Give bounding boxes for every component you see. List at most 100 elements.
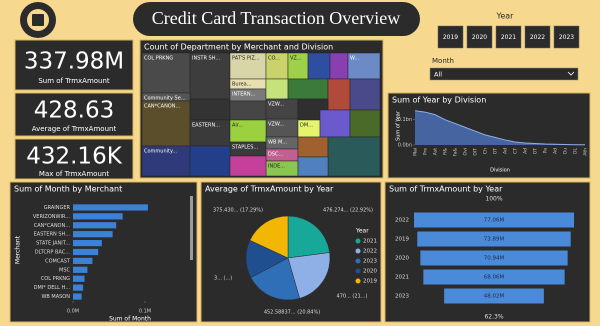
year-button[interactable] [466,25,493,49]
treemap-tile[interactable] [189,52,231,100]
data-label: 3... (...) [214,276,232,282]
treemap-tile[interactable] [297,156,329,177]
month-selected[interactable]: All [434,71,442,79]
pie-slice[interactable] [250,257,300,301]
legend-swatch[interactable] [355,268,361,274]
chart-title: Sum of TrmxAmount by Year [389,185,503,194]
year-option[interactable]: 2023 [559,34,574,41]
bar[interactable] [73,248,99,256]
legend-label[interactable]: 2021 [363,239,377,245]
category-label: 2019 [395,237,409,243]
pie-slice[interactable] [287,252,331,299]
month-dropdown[interactable] [429,67,579,81]
pie-slice[interactable] [249,215,289,259]
treemap-tile[interactable] [327,136,381,177]
year-button[interactable] [524,25,551,49]
treemap-tile[interactable] [297,136,329,158]
treemap-tile[interactable] [189,145,231,177]
chart-title: Average of TrmxAmount by Year [205,185,334,194]
y-tick-label: EASTERN SH... [34,232,71,238]
x-tick-label: OT [533,148,539,155]
year-option[interactable]: 2019 [443,34,458,41]
kpi-card [14,138,134,180]
treemap-tile[interactable] [229,155,267,177]
year-button[interactable] [437,25,464,49]
x-tick-label: Pa [543,148,549,154]
x-tick-label: OIT [473,148,479,156]
treemap-label: VZW... [268,122,284,128]
treemap-tile[interactable] [307,52,331,80]
treemap-tile[interactable] [229,52,267,80]
y-tick-label: STATE JANIT... [36,241,70,247]
x-axis-title: Sum of Month [109,316,151,323]
legend-swatch[interactable] [355,278,361,284]
legend-label[interactable]: 2020 [363,269,377,275]
funnel-bottom-label: 62.3% [484,314,503,321]
year-button[interactable] [495,25,522,49]
bar[interactable] [73,266,88,273]
x-tick-label: Fa& [453,148,459,157]
x-tick-label: Fi& [443,148,449,156]
treemap-tile[interactable] [189,98,231,121]
bar[interactable] [73,293,82,300]
year-option[interactable]: 2022 [530,34,545,41]
legend-label[interactable]: 2023 [363,259,377,265]
kpi-value: 337.98M [24,49,124,75]
dropdown-chevron[interactable] [567,71,575,76]
bar[interactable] [73,284,84,291]
treemap-tile[interactable] [189,119,231,147]
y-tick-label: COMCAST [45,258,71,264]
treemap-tile[interactable] [327,78,351,111]
kpi-label: Average of TrmxAmount [32,125,117,133]
treemap-tile[interactable] [265,78,289,100]
treemap-tile[interactable] [141,52,191,94]
bar[interactable] [73,231,113,238]
treemap-label: COL PRKNG [144,56,173,62]
year-option[interactable]: 2021 [501,34,516,41]
legend-label[interactable]: 2022 [363,249,377,255]
bar[interactable] [73,204,148,211]
legend-swatch[interactable] [355,248,361,254]
funnel-bar[interactable] [417,231,571,247]
month-slicer-label: Month [432,57,454,65]
treemap-tile[interactable] [319,109,351,138]
funnel-bar[interactable] [444,288,544,304]
year-button[interactable] [553,25,580,49]
bar[interactable] [73,275,85,282]
kpi-label: Max of TrmxAmount [39,170,109,178]
x-tick-label: 0.1M [139,309,151,315]
category-label: 2023 [395,294,409,300]
data-label: 77.06M [484,218,505,224]
x-tick-label: Pre [423,148,429,155]
y-axis-title: Merchant [15,235,22,264]
funnel-top-label: 100% [485,196,502,203]
treemap-label: Community Se... [144,96,186,102]
funnel-bar[interactable] [423,269,565,285]
bar[interactable] [73,213,123,220]
treemap-label: VZW... [268,102,284,108]
legend-swatch[interactable] [355,238,361,244]
scrollbar[interactable] [190,196,193,260]
funnel-bar[interactable] [420,250,568,266]
bar[interactable] [73,239,102,247]
treemap-label: Air... [232,123,244,129]
pie-slice[interactable] [287,215,330,259]
treemap-tile[interactable] [349,78,381,111]
x-tick-label: 0.0M [67,309,79,315]
year-option[interactable]: 2020 [472,34,487,41]
treemap-tile[interactable] [329,52,349,80]
legend-label[interactable]: 2019 [363,279,377,285]
legend-swatch[interactable] [355,258,361,264]
treemap-label: EASTERN... [192,123,220,129]
bar[interactable] [73,257,93,265]
bar[interactable] [73,222,117,229]
treemap-tile[interactable] [229,100,267,121]
treemap-tile[interactable] [287,78,329,100]
treemap-tile[interactable] [141,145,191,177]
category-label: 2020 [395,256,409,262]
treemap-tile[interactable] [347,52,381,80]
treemap-label: INSTR SH... [192,56,221,62]
funnel-bar[interactable] [414,212,574,228]
treemap-tile[interactable] [349,109,381,138]
y-tick-label: CAN*CANON... [34,223,71,229]
